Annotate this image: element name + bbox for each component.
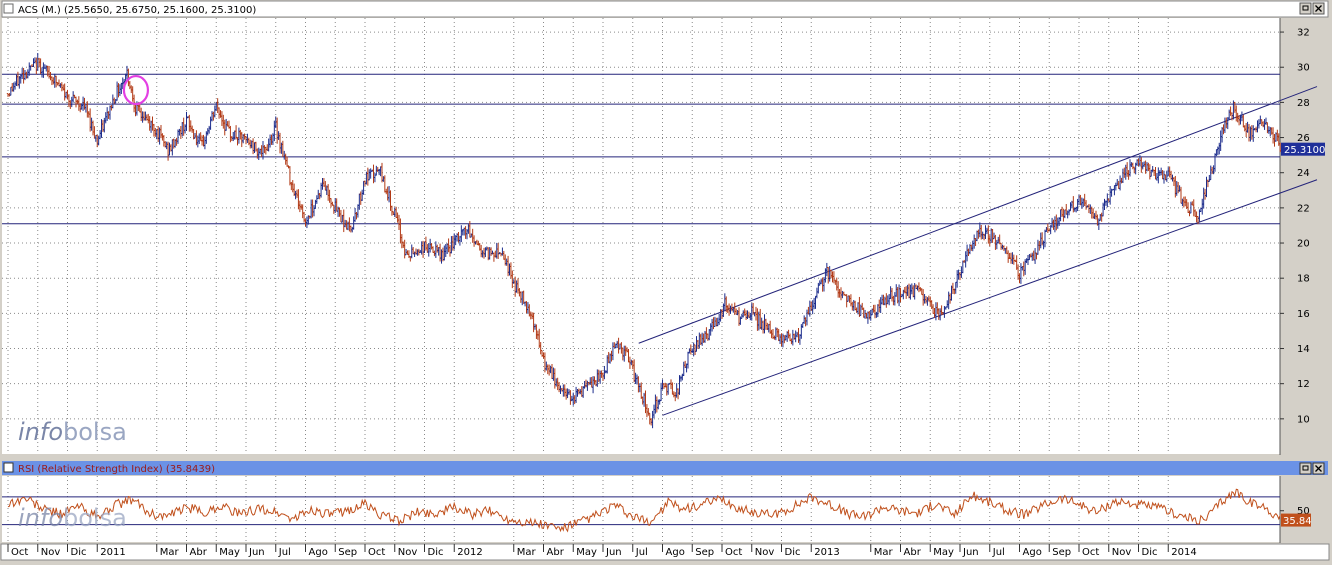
rsi-last-value-label: 35.84 xyxy=(1283,516,1312,527)
x-tick-label-9: Ago xyxy=(309,547,328,558)
x-axis-labels: Oct Nov Dic 2011 Mar Abr May Jun Jul Ago Sep Oct Nov… xyxy=(7,544,1197,558)
x-tick-label-0: Oct xyxy=(11,547,28,558)
restore-icon[interactable] xyxy=(1299,2,1312,15)
price-channel xyxy=(638,86,1318,416)
x-tick-label-28: May xyxy=(933,547,954,558)
price-plot-area xyxy=(2,18,1280,454)
x-tick-label-11: Oct xyxy=(368,547,385,558)
x-tick-label-18: Jun xyxy=(605,547,622,558)
x-tick-label-15: Mar xyxy=(517,547,537,558)
price-tick-label-30: 30 xyxy=(1297,63,1310,74)
rsi-header-title: RSI (Relative Strength Index) (35.8439) xyxy=(18,464,215,475)
rsi-restore-glyph xyxy=(1302,465,1309,471)
rsi-watermark-info: info xyxy=(18,504,63,532)
watermark-info: info xyxy=(18,418,63,446)
x-tick-label-7: Jun xyxy=(248,547,265,558)
rsi-header-bar xyxy=(2,461,1328,475)
rsi-last-value-box xyxy=(1281,513,1311,527)
x-tick-label-19: Jul xyxy=(635,547,648,558)
price-tick-label-24: 24 xyxy=(1297,168,1310,179)
rsi-close-glyph xyxy=(1315,465,1322,472)
x-tick-label-34: Nov xyxy=(1112,547,1132,558)
price-tick-label-18: 18 xyxy=(1297,274,1310,285)
price-last-value-tag: 25.3100 xyxy=(1281,142,1325,156)
price-series xyxy=(6,52,1282,429)
x-tick-label-26: Mar xyxy=(874,547,894,558)
channel-line-upper xyxy=(638,86,1318,344)
rsi-plot-area xyxy=(2,476,1280,542)
x-tick-label-36: 2014 xyxy=(1171,547,1196,558)
x-tick-label-27: Abr xyxy=(904,547,922,558)
price-horizontal-levels xyxy=(2,73,1280,225)
x-tick-label-17: May xyxy=(576,547,597,558)
rsi-watermark: info bolsa xyxy=(18,504,127,532)
x-tick-label-2: Dic xyxy=(71,547,87,558)
x-tick-label-14: 2012 xyxy=(457,547,482,558)
x-tick-label-20: Ago xyxy=(666,547,685,558)
x-tick-label-23: Nov xyxy=(755,547,775,558)
price-header-bar xyxy=(1,0,1329,18)
rsi-panel-menu-icon[interactable] xyxy=(3,462,14,473)
x-tick-label-8: Jul xyxy=(278,547,291,558)
price-panel-menu-icon[interactable] xyxy=(3,3,14,14)
price-tick-label-16: 16 xyxy=(1297,309,1310,320)
x-tick-label-31: Ago xyxy=(1023,547,1042,558)
price-tick-label-14: 14 xyxy=(1297,344,1310,355)
rsi-grid xyxy=(7,476,1169,542)
rsi-last-value-tag: 35.84 xyxy=(1281,513,1312,527)
price-window-buttons xyxy=(1299,2,1325,15)
price-grid xyxy=(2,18,1280,454)
channel-line-lower xyxy=(662,179,1318,416)
price-tick-label-28: 28 xyxy=(1297,98,1310,109)
rsi-window-buttons xyxy=(1299,462,1325,475)
x-tick-label-1: Nov xyxy=(41,547,61,558)
restore-icon-glyph xyxy=(1302,5,1309,11)
price-header-title: ACS (M.) (25.5650, 25.6750, 25.1600, 25.… xyxy=(18,5,256,16)
price-last-value-box xyxy=(1281,142,1325,156)
rsi-series-line xyxy=(7,488,1281,533)
x-tick-label-35: Dic xyxy=(1142,547,1158,558)
x-tick-label-29: Jun xyxy=(962,547,979,558)
rsi-levels xyxy=(2,496,1280,526)
x-tick-label-3: 2011 xyxy=(100,547,125,558)
x-tick-label-13: Dic xyxy=(428,547,444,558)
x-tick-label-5: Abr xyxy=(190,547,208,558)
x-tick-label-12: Nov xyxy=(398,547,418,558)
rsi-tick-label-50: 50 xyxy=(1297,506,1310,517)
x-tick-label-32: Sep xyxy=(1052,547,1071,558)
price-tick-label-32: 32 xyxy=(1297,28,1310,39)
close-icon-glyph xyxy=(1315,5,1322,12)
price-tick-label-12: 12 xyxy=(1297,379,1310,390)
rsi-axis-ticks: 50 xyxy=(1280,506,1310,517)
price-tick-label-26: 26 xyxy=(1297,133,1310,144)
x-tick-label-4: Mar xyxy=(160,547,180,558)
price-last-value-label: 25.3100 xyxy=(1284,145,1325,156)
price-tick-label-20: 20 xyxy=(1297,239,1310,250)
price-tick-label-10: 10 xyxy=(1297,414,1310,425)
x-tick-label-6: May xyxy=(219,547,240,558)
rsi-watermark-bolsa: bolsa xyxy=(63,504,127,532)
price-watermark: info bolsa xyxy=(18,418,127,446)
x-tick-label-33: Oct xyxy=(1082,547,1099,558)
x-tick-label-21: Sep xyxy=(695,547,714,558)
price-tick-label-22: 22 xyxy=(1297,203,1310,214)
x-axis-bar xyxy=(0,543,1330,561)
x-tick-label-22: Oct xyxy=(725,547,742,558)
rsi-restore-icon[interactable] xyxy=(1299,462,1312,475)
watermark-bolsa: bolsa xyxy=(63,418,127,446)
price-axis-ticks: 10 12 14 16 18 20 22 24 26 28 30 32 xyxy=(1280,28,1310,425)
highlight-circle xyxy=(122,74,150,106)
x-tick-label-24: Dic xyxy=(785,547,801,558)
x-tick-label-25: 2013 xyxy=(814,547,839,558)
x-tick-label-30: Jul xyxy=(992,547,1005,558)
x-tick-label-10: Sep xyxy=(338,547,357,558)
x-tick-label-16: Abr xyxy=(547,547,565,558)
